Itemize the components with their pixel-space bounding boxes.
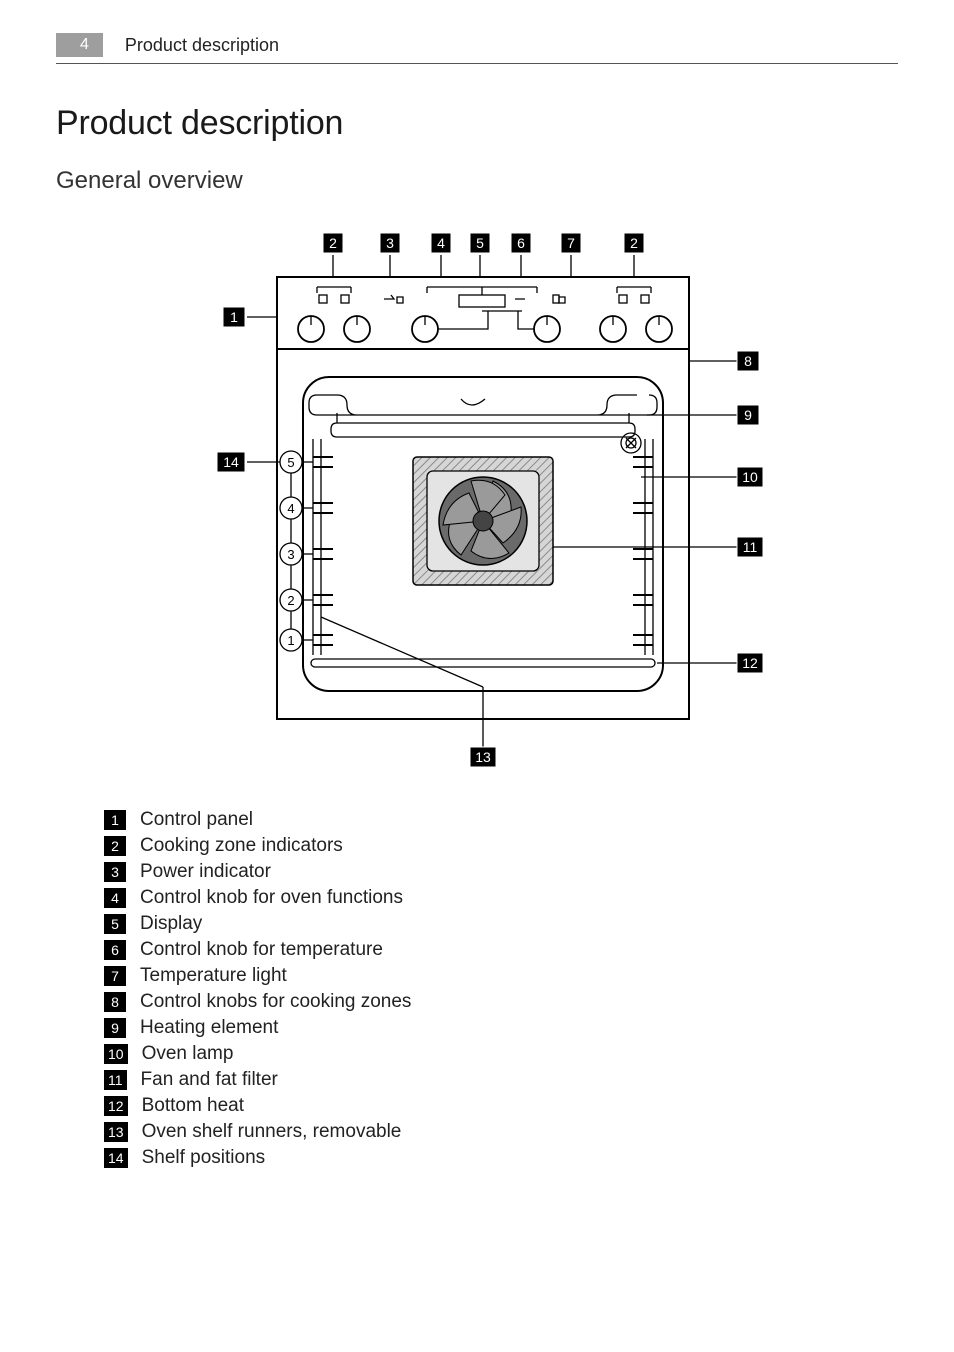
svg-text:7: 7 (567, 235, 575, 251)
legend-item: 7 Temperature light (104, 965, 898, 987)
control-panel (277, 277, 689, 349)
callout-top-7: 7 (561, 233, 581, 253)
svg-text:5: 5 (476, 235, 484, 251)
legend-number: 10 (104, 1044, 128, 1064)
legend-label: Cooking zone indicators (140, 835, 343, 857)
callout-right-12: 12 (737, 653, 763, 673)
callout-top-2a: 2 (323, 233, 343, 253)
svg-text:13: 13 (475, 749, 491, 765)
legend-number: 13 (104, 1122, 128, 1142)
svg-text:1: 1 (230, 309, 238, 325)
legend-number: 12 (104, 1096, 128, 1116)
legend-number: 14 (104, 1148, 128, 1168)
legend-item: 11 Fan and fat filter (104, 1069, 898, 1091)
legend-item: 1 Control panel (104, 809, 898, 831)
svg-text:3: 3 (386, 235, 394, 251)
legend-label: Control panel (140, 809, 253, 831)
legend-item: 2 Cooking zone indicators (104, 835, 898, 857)
svg-text:2: 2 (287, 593, 294, 608)
svg-text:8: 8 (744, 353, 752, 369)
legend-label: Temperature light (140, 965, 287, 987)
callout-top-5: 5 (470, 233, 490, 253)
legend-label: Fan and fat filter (141, 1069, 278, 1091)
callout-right-9: 9 (737, 405, 759, 425)
callout-top-2b: 2 (624, 233, 644, 253)
svg-text:9: 9 (744, 407, 752, 423)
svg-text:11: 11 (743, 539, 758, 555)
callout-right-10: 10 (737, 467, 763, 487)
legend-number: 8 (104, 992, 126, 1012)
legend-item: 8 Control knobs for cooking zones (104, 991, 898, 1013)
oven-fan (439, 477, 527, 565)
svg-text:14: 14 (223, 454, 239, 470)
legend-item: 3 Power indicator (104, 861, 898, 883)
svg-text:6: 6 (517, 235, 525, 251)
svg-text:3: 3 (287, 547, 294, 562)
legend-number: 4 (104, 888, 126, 908)
callout-top-6: 6 (511, 233, 531, 253)
legend-item: 12 Bottom heat (104, 1095, 898, 1117)
callout-right-8: 8 (737, 351, 759, 371)
legend-item: 9 Heating element (104, 1017, 898, 1039)
svg-text:2: 2 (329, 235, 337, 251)
legend-item: 6 Control knob for temperature (104, 939, 898, 961)
legend-number: 1 (104, 810, 126, 830)
page-header: 4 Product description (56, 33, 898, 64)
svg-text:12: 12 (742, 655, 758, 671)
header-section-title: Product description (125, 35, 279, 56)
legend-number: 2 (104, 836, 126, 856)
legend-number: 11 (104, 1070, 127, 1090)
page-number: 4 (56, 33, 103, 57)
legend-label: Oven lamp (142, 1043, 234, 1065)
svg-text:5: 5 (287, 455, 294, 470)
oven-diagram: 2 3 4 5 6 7 2 (127, 217, 827, 787)
svg-text:1: 1 (287, 633, 294, 648)
callout-left-14: 14 (217, 452, 245, 472)
legend-label: Display (140, 913, 202, 935)
callout-left-1: 1 (223, 307, 245, 327)
callout-right-11: 11 (737, 537, 763, 557)
legend-item: 14 Shelf positions (104, 1147, 898, 1169)
callout-top-4: 4 (431, 233, 451, 253)
legend-label: Control knob for oven functions (140, 887, 403, 909)
legend-number: 9 (104, 1018, 126, 1038)
legend-label: Heating element (140, 1017, 278, 1039)
legend-item: 5 Display (104, 913, 898, 935)
page: 4 Product description Product descriptio… (0, 0, 954, 1352)
svg-text:10: 10 (742, 469, 758, 485)
legend-label: Control knob for temperature (140, 939, 383, 961)
page-subtitle: General overview (56, 167, 898, 195)
legend-number: 5 (104, 914, 126, 934)
legend-number: 6 (104, 940, 126, 960)
svg-text:4: 4 (287, 501, 294, 516)
legend-number: 3 (104, 862, 126, 882)
legend-label: Control knobs for cooking zones (140, 991, 411, 1013)
svg-text:2: 2 (630, 235, 638, 251)
legend-label: Power indicator (140, 861, 271, 883)
legend-label: Bottom heat (142, 1095, 244, 1117)
legend-label: Shelf positions (142, 1147, 266, 1169)
page-title: Product description (56, 104, 898, 143)
callout-top-3: 3 (380, 233, 400, 253)
legend-item: 13 Oven shelf runners, removable (104, 1121, 898, 1143)
legend-label: Oven shelf runners, removable (142, 1121, 402, 1143)
legend-item: 10 Oven lamp (104, 1043, 898, 1065)
oven-diagram-container: 2 3 4 5 6 7 2 (56, 217, 898, 787)
legend-item: 4 Control knob for oven functions (104, 887, 898, 909)
svg-text:4: 4 (437, 235, 445, 251)
legend-number: 7 (104, 966, 126, 986)
callout-bottom-13: 13 (470, 747, 496, 767)
legend-list: 1 Control panel 2 Cooking zone indicator… (104, 809, 898, 1169)
